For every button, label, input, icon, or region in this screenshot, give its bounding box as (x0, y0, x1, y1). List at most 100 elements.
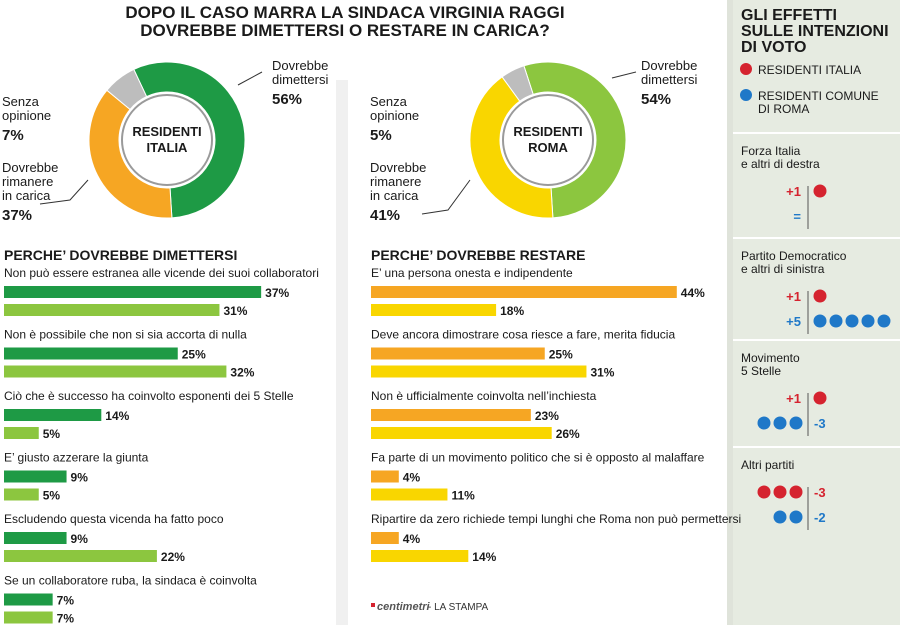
bars-dimettersi-category-label: Non è possibile che non si sia accorta d… (4, 328, 247, 342)
donut-italia-leader-line (237, 71, 263, 86)
donut-roma-value-senza-opinione: 5% (370, 127, 392, 144)
bars-dimettersi-category-label: Ciò che è successo ha coinvolto esponent… (4, 389, 294, 403)
donut-italia-value-dimettersi: 56% (272, 91, 302, 108)
roma-dot (789, 510, 803, 524)
party-name: e altri di sinistra (741, 262, 825, 276)
roma-value: = (793, 209, 801, 224)
bars-dimettersi-bar (4, 409, 102, 421)
donut-italia-center-label: RESIDENTI (132, 124, 201, 139)
legend-dot (740, 63, 752, 75)
donut-roma-slice (523, 61, 627, 219)
sidebar-shadow (727, 0, 733, 625)
bars-dimettersi-value-label: 9% (71, 532, 89, 546)
sidebar (733, 0, 900, 625)
donut-roma-label-dimettersi: dimettersi (641, 72, 697, 87)
donut-roma-value-dimettersi: 54% (641, 91, 671, 108)
bars-restare-bar (371, 488, 448, 501)
bars-restare-bar (371, 532, 399, 544)
bars-dimettersi-bar (4, 611, 53, 624)
donut-roma-center (502, 94, 594, 186)
donut-italia-label-dimettersi: Dovrebbe (272, 58, 328, 73)
sidebar-title: GLI EFFETTI (741, 7, 837, 24)
roma-dot (773, 416, 787, 430)
donut-italia-label-dimettersi: dimettersi (272, 72, 328, 87)
legend-label: DI ROMA (758, 102, 809, 116)
italia-dot (789, 485, 803, 499)
bars-dimettersi-value-label: 25% (182, 348, 206, 362)
party-name: e altri di destra (741, 157, 820, 171)
italia-value: +1 (786, 391, 801, 406)
bars-restare-title: PERCHE’ DOVREBBE RESTARE (371, 247, 585, 263)
bars-dimettersi-value-label: 7% (57, 612, 75, 625)
roma-dot (861, 314, 875, 328)
party-name: Partito Democratico (741, 249, 847, 263)
bars-restare-bar (371, 409, 531, 421)
bars-restare-value-label: 4% (403, 532, 421, 546)
bars-dimettersi-value-label: 5% (43, 489, 61, 503)
bars-restare-bar (371, 365, 587, 378)
donut-roma-slice (469, 76, 554, 219)
bars-restare-value-label: 23% (535, 409, 559, 423)
italia-dot (813, 184, 827, 198)
bars-dimettersi-value-label: 5% (43, 427, 61, 441)
legend-label: RESIDENTI COMUNE (758, 89, 879, 103)
donut-roma-label-rimanere: in carica (370, 188, 419, 203)
sidebar-title: DI VOTO (741, 39, 807, 56)
donut-italia-center-label: ITALIA (147, 140, 189, 155)
donut-italia-leader-line (39, 179, 89, 205)
donut-roma-slice (501, 65, 534, 102)
bars-restare-value-label: 4% (403, 471, 421, 485)
donut-italia-label-rimanere: in carica (2, 188, 51, 203)
bars-restare-value-label: 14% (472, 550, 496, 564)
bars-dimettersi-category-label: E’ giusto azzerare la giunta (4, 451, 149, 465)
bars-restare-bar (371, 470, 399, 483)
bars-dimettersi-value-label: 22% (161, 550, 185, 564)
party-name: 5 Stelle (741, 364, 781, 378)
bars-dimettersi-value-label: 9% (71, 471, 89, 485)
donut-roma-label-senza-opinione: opinione (370, 108, 419, 123)
donut-roma-label-senza-opinione: Senza (370, 94, 408, 109)
donut-italia-value-senza-opinione: 7% (2, 127, 24, 144)
bars-dimettersi-bar (4, 593, 53, 606)
italia-value: +1 (786, 184, 801, 199)
legend-dot (740, 89, 752, 101)
donut-italia-center (121, 94, 213, 186)
donut-italia-value-rimanere: 37% (2, 207, 32, 224)
bars-dimettersi-category-label: Se un collaboratore ruba, la sindaca è c… (4, 574, 257, 588)
donut-roma-label-rimanere: rimanere (370, 174, 421, 189)
italia-dot (813, 391, 827, 405)
italia-value: -3 (814, 485, 826, 500)
bars-dimettersi-bar (4, 488, 39, 501)
donut-roma-center-label: RESIDENTI (513, 124, 582, 139)
roma-dot (773, 510, 787, 524)
donut-roma-label-rimanere: Dovrebbe (370, 160, 426, 175)
roma-dot (845, 314, 859, 328)
bars-dimettersi-bar (4, 304, 220, 316)
bars-dimettersi-category-label: Escludendo questa vicenda ha fatto poco (4, 512, 224, 526)
bars-dimettersi-value-label: 37% (265, 286, 289, 300)
bars-dimettersi-bar (4, 427, 39, 439)
donut-italia-slice (88, 89, 173, 219)
bars-dimettersi-value-label: 14% (105, 409, 129, 423)
roma-value: +5 (786, 314, 801, 329)
roma-dot (813, 314, 827, 328)
roma-dot (829, 314, 843, 328)
bars-restare-bar (371, 304, 497, 316)
donut-italia-label-senza-opinione: opinione (2, 108, 51, 123)
bars-dimettersi-value-label: 31% (223, 304, 247, 318)
roma-dot (877, 314, 891, 328)
donut-roma-center-label: ROMA (528, 140, 568, 155)
source-mark (371, 603, 375, 607)
bars-restare-value-label: 26% (556, 427, 580, 441)
roma-dot (757, 416, 771, 430)
donut-italia-label-senza-opinione: Senza (2, 94, 40, 109)
bars-restare-bar (371, 550, 469, 562)
donut-roma-leader-line (421, 179, 471, 215)
italia-dot (773, 485, 787, 499)
bars-dimettersi-bar (4, 365, 227, 378)
column-divider (336, 80, 348, 625)
bars-restare-category-label: Fa parte di un movimento politico che si… (371, 451, 705, 465)
legend-label: RESIDENTI ITALIA (758, 63, 861, 77)
